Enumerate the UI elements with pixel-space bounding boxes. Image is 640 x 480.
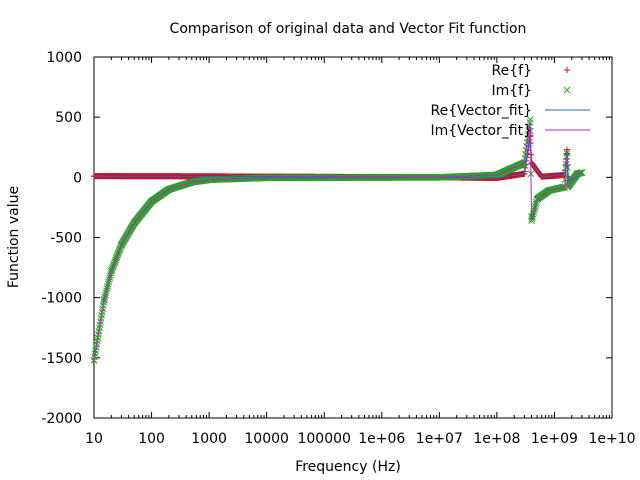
x-tick-label: 1e+07 [416, 431, 463, 447]
x-tick-label: 10000 [244, 431, 289, 447]
series-layer [90, 116, 586, 364]
y-tick-label: 0 [73, 170, 82, 186]
chart-title: Comparison of original data and Vector F… [170, 21, 527, 37]
legend: Re{f} Im{f} Re{Vector_fit} Im{Vector_fit} [431, 63, 590, 139]
y-tick-label: 1000 [46, 50, 82, 66]
fit-line-3 [93, 122, 583, 361]
y-tick-label: -1000 [41, 291, 82, 307]
legend-swatch [563, 86, 571, 94]
fit-line-2 [94, 136, 578, 182]
legend-label: Re{f} [492, 63, 532, 79]
data-point-cross [528, 217, 535, 225]
legend-label: Re{Vector_fit} [431, 103, 532, 119]
data-point-cross [90, 356, 98, 364]
x-axis-label: Frequency (Hz) [295, 459, 401, 475]
legend-label: Im{Vector_fit} [431, 123, 533, 139]
x-tick-label: 1e+06 [358, 431, 405, 447]
series-1 [90, 116, 586, 364]
x-tick-label: 1e+10 [588, 431, 635, 447]
axis-ticks: 10 100 1000 10000 100000 1e+06 1e+07 1e+08 1e+09… [41, 50, 635, 447]
x-tick-label: 1e+09 [531, 431, 578, 447]
x-tick-label: 1e+08 [473, 431, 520, 447]
data-point-plus [563, 146, 570, 153]
plot-frame [93, 56, 613, 419]
data-point-cross [526, 116, 534, 123]
x-tick-label: 1000 [191, 431, 227, 447]
y-tick-label: -500 [50, 231, 82, 247]
x-tick-label: 100 [138, 431, 165, 447]
y-axis-label: Function value [6, 186, 22, 288]
x-tick-label: 10 [85, 431, 103, 447]
x-tick-label: 100000 [297, 431, 350, 447]
y-tick-label: -2000 [41, 411, 82, 427]
y-tick-label: 500 [55, 110, 82, 126]
legend-swatch [564, 67, 570, 73]
y-tick-label: -1500 [41, 351, 82, 367]
legend-label: Im{f} [491, 83, 532, 99]
